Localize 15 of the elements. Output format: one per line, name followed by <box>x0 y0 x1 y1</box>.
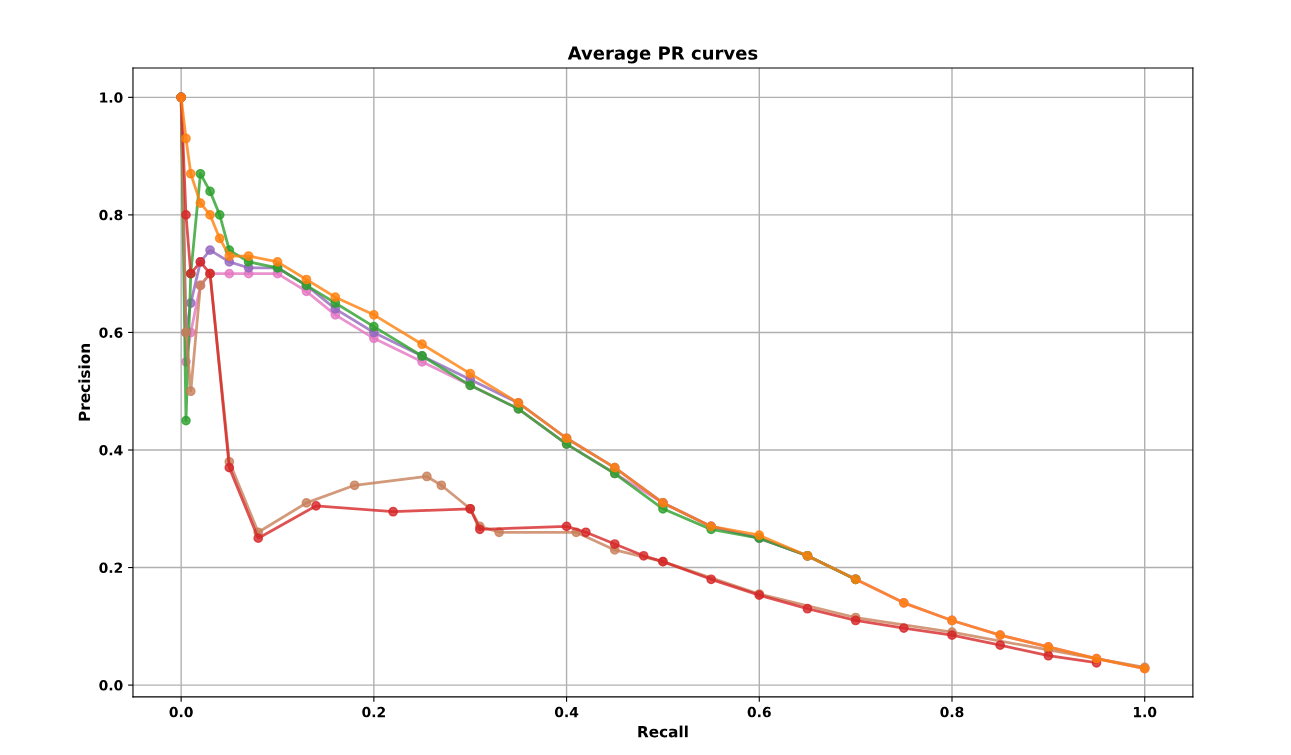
x-tick-label: 0.4 <box>554 706 579 718</box>
y-tick-label: 0.8 <box>99 209 123 221</box>
chart-title: Average PR curves <box>567 46 758 64</box>
x-tick-label: 0.8 <box>940 706 964 718</box>
x-tick-label: 1.0 <box>1133 706 1157 718</box>
x-tick-label: 0.2 <box>362 706 385 718</box>
y-axis-title: Precision <box>78 344 91 421</box>
y-tick-label: 1.0 <box>100 92 123 103</box>
x-tick-label: 0.6 <box>747 706 771 718</box>
y-tick-label: 0.6 <box>99 327 123 338</box>
y-tick-label: 0.4 <box>99 444 123 456</box>
x-axis-title: Recall <box>638 725 688 738</box>
x-tick-label: 0.0 <box>169 706 193 718</box>
y-tick-label: 0.0 <box>99 680 123 691</box>
y-tick-label: 0.2 <box>99 562 123 574</box>
